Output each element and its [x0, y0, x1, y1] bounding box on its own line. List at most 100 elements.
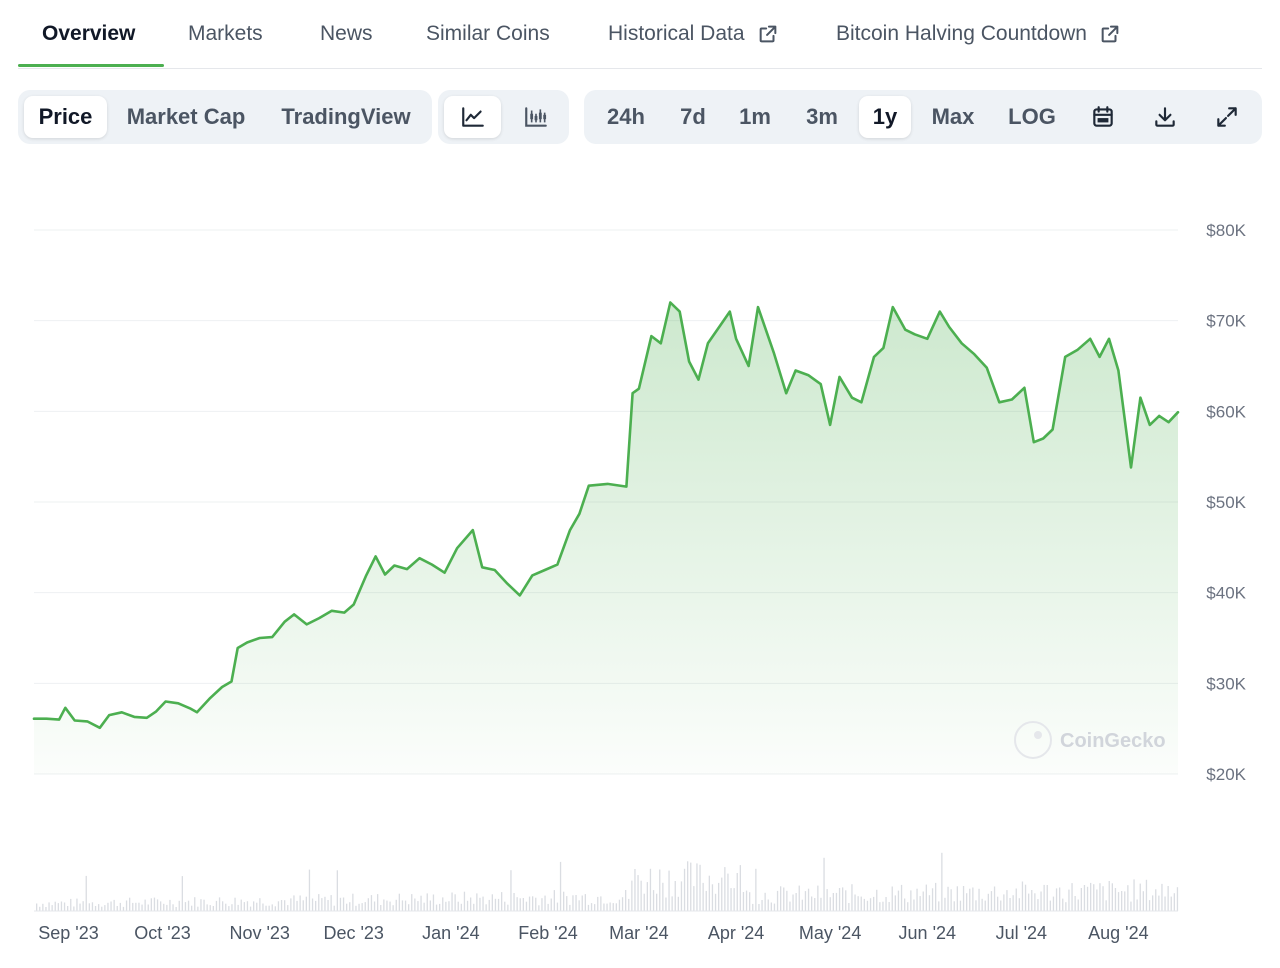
view-tradingview-button[interactable]: TradingView [268, 96, 424, 138]
volume-bar [358, 903, 360, 911]
volume-bar [284, 900, 286, 911]
volume-bar [1121, 891, 1123, 911]
volume-bar [1167, 886, 1169, 911]
volume-bar [386, 900, 388, 911]
volume-bar [1099, 883, 1101, 911]
tab-bitcoin-halving-countdown-label: Bitcoin Halving Countdown [836, 22, 1087, 45]
volume-bar [54, 901, 56, 911]
volume-bar [1024, 884, 1027, 911]
volume-bar [860, 896, 862, 911]
volume-bar [163, 903, 165, 911]
tab-overview[interactable]: Overview [42, 22, 135, 46]
volume-bar [761, 900, 763, 911]
volume-bar [1043, 884, 1045, 911]
x-tick-label: Jun '24 [899, 923, 956, 943]
volume-bar [488, 899, 490, 911]
volume-bar [925, 884, 927, 911]
range-24h-button[interactable]: 24h [592, 96, 660, 138]
volume-bar [305, 896, 307, 911]
volume-bar [355, 905, 357, 911]
volume-bar [789, 901, 791, 911]
volume-bar [60, 901, 63, 911]
volume-bar [504, 901, 506, 911]
view-market-cap-label: Market Cap [126, 104, 246, 129]
volume-bar [817, 885, 819, 911]
y-tick-label: $60K [1206, 402, 1246, 421]
line-chart-button[interactable] [444, 96, 501, 138]
y-tick-label: $30K [1206, 674, 1246, 693]
volume-bar [634, 869, 636, 911]
gecko-eye-icon [1034, 731, 1042, 739]
volume-bar [1009, 898, 1011, 911]
volume-bar [699, 864, 701, 911]
tab-similar-coins[interactable]: Similar Coins [426, 22, 550, 46]
volume-bar [445, 901, 447, 911]
volume-bar [947, 886, 949, 911]
volume-bar [36, 903, 38, 911]
volume-bar [1117, 892, 1120, 911]
volume-bar [203, 899, 205, 911]
volume-bar [656, 893, 658, 911]
volume-bar [429, 900, 431, 911]
volume-bar [259, 898, 261, 911]
volume-bar [110, 901, 112, 911]
volume-bar [696, 863, 698, 911]
range-7d-button[interactable]: 7d [664, 96, 722, 138]
volume-bar [832, 893, 834, 911]
volume-bar [866, 900, 869, 911]
volume-bar [218, 897, 221, 911]
volume-bar [476, 893, 478, 911]
volume-bar [222, 901, 224, 911]
tab-bitcoin-halving-countdown[interactable]: Bitcoin Halving Countdown [836, 22, 1121, 46]
volume-bar [590, 903, 593, 911]
volume-bar [277, 901, 280, 911]
download-button[interactable] [1138, 96, 1192, 138]
volume-bar [411, 894, 413, 911]
tab-markets[interactable]: Markets [188, 22, 263, 46]
volume-bar [1003, 894, 1005, 911]
volume-bar [953, 901, 955, 911]
volume-bar [1065, 902, 1067, 911]
volume-bar [851, 884, 853, 911]
coingecko-watermark: CoinGecko [1014, 721, 1166, 759]
calendar-button[interactable] [1076, 96, 1130, 138]
view-price-button[interactable]: Price [24, 96, 107, 138]
fullscreen-button[interactable] [1200, 96, 1254, 138]
volume-bar [581, 895, 583, 911]
volume-bar [941, 852, 943, 911]
view-market-cap-button[interactable]: Market Cap [114, 96, 258, 138]
volume-bar [826, 889, 828, 911]
volume-bar [553, 890, 555, 911]
volume-bar [1083, 885, 1086, 911]
volume-bar [457, 901, 459, 911]
volume-bar [327, 900, 329, 911]
volume-bar [346, 903, 348, 911]
volume-bar [594, 904, 596, 911]
log-scale-button[interactable]: LOG [994, 96, 1070, 138]
volume-bar [265, 905, 267, 911]
range-max-button[interactable]: Max [918, 96, 988, 138]
volume-bar [194, 897, 196, 911]
candlestick-chart-button[interactable] [507, 96, 564, 138]
tab-historical-data[interactable]: Historical Data [608, 22, 779, 46]
volume-bar [234, 897, 236, 911]
price-chart[interactable]: $20K $30K $40K $50K $60K $70K $80K Sep '23 Oct … [0, 150, 1280, 960]
volume-bar [646, 882, 648, 911]
volume-bar [739, 865, 741, 911]
range-1y-button[interactable]: 1y [859, 96, 911, 138]
volume-bar [482, 896, 484, 911]
x-tick-label: Jan '24 [422, 923, 479, 943]
volume-bar [1000, 900, 1002, 911]
volume-bar [45, 907, 47, 911]
range-1m-button[interactable]: 1m [726, 96, 784, 138]
volume-bar [990, 891, 993, 911]
volume-bar [1164, 896, 1166, 911]
tab-news[interactable]: News [320, 22, 373, 46]
range-3m-button[interactable]: 3m [790, 96, 854, 138]
volume-bar [249, 906, 252, 911]
volume-bar [88, 903, 90, 911]
volume-bar [414, 898, 416, 911]
volume-bar [333, 905, 335, 911]
volume-bar [969, 888, 971, 911]
volume-bar [342, 897, 345, 911]
